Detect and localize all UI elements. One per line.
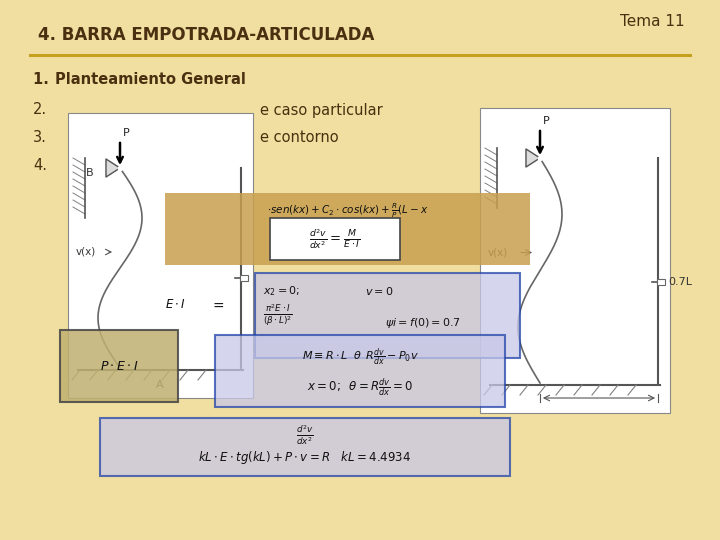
Bar [165,193,530,265]
Bar [68,113,253,398]
Text: $P \cdot E \cdot I$: $P \cdot E \cdot I$ [100,360,138,373]
Text: 4. BARRA EMPOTRADA-ARTICULADA: 4. BARRA EMPOTRADA-ARTICULADA [38,26,374,44]
Text: $\frac{\pi^2 E \cdot I}{(\beta \cdot L)^2}$: $\frac{\pi^2 E \cdot I}{(\beta \cdot L)^… [263,302,293,328]
Text: 4.: 4. [33,159,47,173]
Text: $\cdot sen(kx) + C_2 \cdot cos(kx) + \frac{R}{P}(L - x$: $\cdot sen(kx) + C_2 \cdot cos(kx) + \fr… [266,202,428,220]
Text: 2.: 2. [33,103,47,118]
Text: v(x): v(x) [76,247,96,257]
Text: 0.7L: 0.7L [668,276,692,287]
Text: $x_2 = 0;$: $x_2 = 0;$ [263,284,300,298]
Text: v(x): v(x) [488,247,508,258]
Text: e caso particular: e caso particular [260,103,383,118]
Text: $x = 0; \;\; \theta = R\frac{dv}{dx} = 0$: $x = 0; \;\; \theta = R\frac{dv}{dx} = 0… [307,376,413,398]
Text: B: B [86,168,94,178]
Text: $E \cdot I$: $E \cdot I$ [165,299,186,312]
Text: P: P [543,116,550,126]
Bar [657,279,665,285]
Text: $=$: $=$ [210,298,225,312]
Text: P: P [123,128,130,138]
Text: 1.: 1. [33,72,54,87]
Polygon shape [526,149,540,167]
Text: $kL \cdot E \cdot tg(kL) + P \cdot v = R \quad kL = 4.4934$: $kL \cdot E \cdot tg(kL) + P \cdot v = R… [199,449,412,467]
Text: 3.: 3. [33,131,47,145]
Polygon shape [106,159,120,177]
Text: $\frac{d^2v}{dx^2}$: $\frac{d^2v}{dx^2}$ [296,423,314,447]
Bar [215,335,505,407]
Text: $\frac{d^2v}{dx^2} = \frac{M}{E \cdot I}$: $\frac{d^2v}{dx^2} = \frac{M}{E \cdot I}… [310,227,361,251]
Text: $v = 0$: $v = 0$ [365,285,394,297]
Bar [60,330,178,402]
Bar [270,218,400,260]
Text: $M \equiv R \cdot L \;\; \theta \;\; R\frac{dv}{dx} - P_0 v$: $M \equiv R \cdot L \;\; \theta \;\; R\f… [302,346,418,368]
Text: $\psi i = f(0) = 0.7$: $\psi i = f(0) = 0.7$ [385,316,460,330]
Text: A: A [156,380,164,390]
Bar [255,273,520,358]
Text: Planteamiento General: Planteamiento General [55,72,246,87]
Text: e contorno: e contorno [260,131,338,145]
Bar [240,275,248,281]
Text: Tema 11: Tema 11 [621,15,685,30]
Bar [100,418,510,476]
Bar [480,108,670,413]
